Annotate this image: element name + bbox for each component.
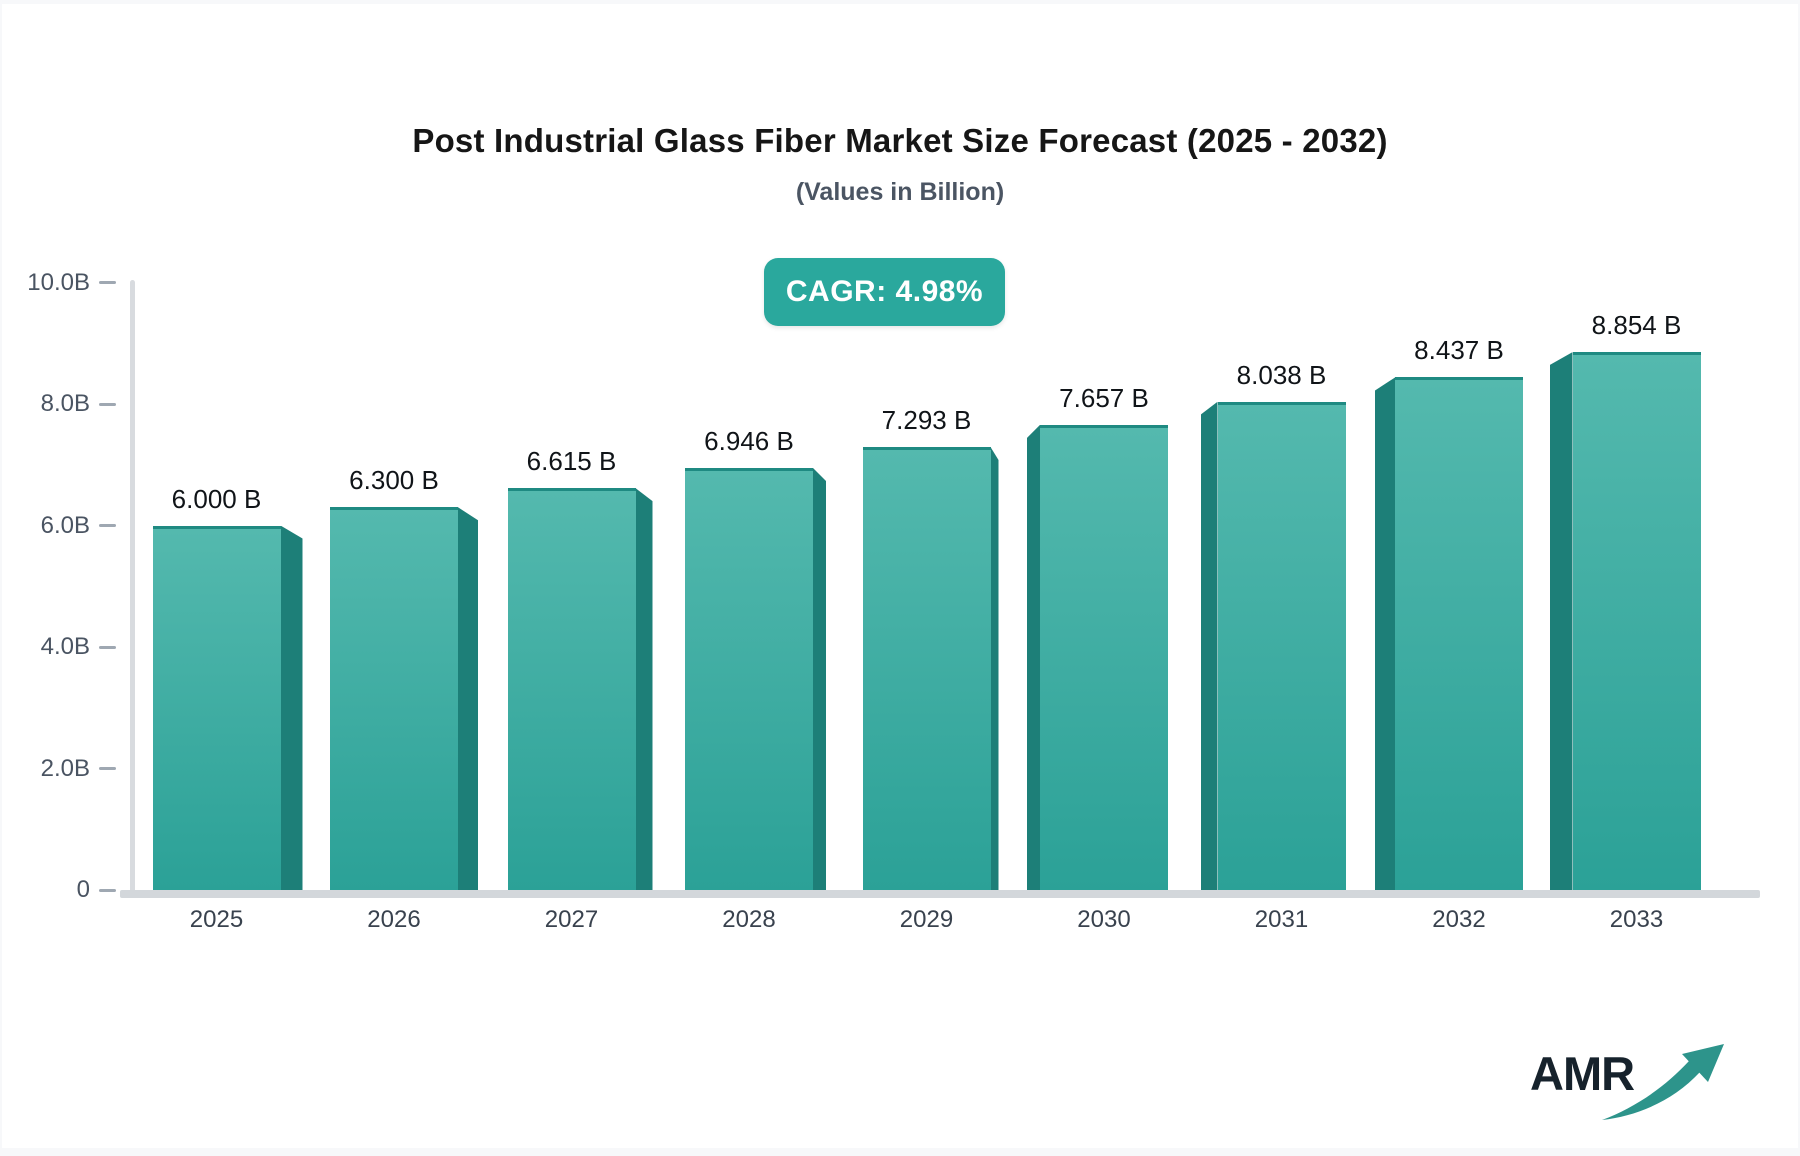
y-axis-line <box>130 280 135 898</box>
y-axis-label: 8.0B <box>40 390 90 417</box>
bar-value-label: 6.946 B <box>704 426 794 457</box>
amr-logo-text: AMR <box>1530 1047 1635 1100</box>
x-axis-label: 2025 <box>189 906 244 933</box>
x-axis-label: 2033 <box>1609 906 1664 933</box>
amr-logo: AMR <box>1530 1040 1730 1126</box>
bar-3d-side <box>1200 401 1218 890</box>
y-axis-tick <box>99 645 116 649</box>
x-axis-line <box>120 890 1760 898</box>
bar-3d-side <box>1027 424 1040 890</box>
bar-3d-side <box>280 525 303 890</box>
bar-value-label: 7.657 B <box>1059 382 1149 413</box>
cagr-badge-label: CAGR: 4.98% <box>785 275 984 308</box>
y-axis-tick <box>99 281 116 284</box>
y-axis-tick <box>99 888 116 892</box>
bar-value-label: 7.293 B <box>881 404 972 435</box>
bar <box>1395 377 1523 890</box>
x-axis-label: 2029 <box>899 906 954 933</box>
y-axis-tick <box>99 524 116 527</box>
bar-3d-side <box>813 468 826 890</box>
y-axis-label: 4.0B <box>40 633 90 660</box>
bar-value-label: 8.038 B <box>1236 359 1327 390</box>
bar <box>1040 424 1168 890</box>
chart-subtitle: (Values in Billion) <box>795 178 1005 206</box>
bar-value-label: 6.000 B <box>171 483 262 514</box>
bar <box>507 488 636 890</box>
bar <box>152 525 281 890</box>
x-axis-label: 2031 <box>1254 906 1309 933</box>
y-axis-tick <box>99 767 116 770</box>
chart-page: Post Industrial Glass Fiber Market Size … <box>2 4 1798 1148</box>
bar-value-label: 6.300 B <box>349 465 439 496</box>
bar-value-label: 8.854 B <box>1591 310 1682 341</box>
x-axis-label: 2032 <box>1432 906 1486 933</box>
x-axis-label: 2027 <box>544 906 599 933</box>
y-axis-label: 6.0B <box>40 511 90 539</box>
bar-value-label: 8.437 B <box>1414 335 1504 366</box>
bar-3d-side <box>1375 377 1395 890</box>
y-axis-label: 0 <box>76 876 90 903</box>
bar-value-label: 6.615 B <box>526 446 617 477</box>
growth-arrow-icon <box>1602 1044 1724 1120</box>
x-axis-label: 2026 <box>367 906 421 933</box>
x-axis-label: 2028 <box>722 906 776 933</box>
bar-3d-side <box>1549 352 1573 890</box>
bar <box>862 446 991 890</box>
cagr-badge: CAGR: 4.98% <box>764 258 1005 326</box>
bar <box>1217 401 1346 890</box>
bar-chart: 0 2.0B 4.0B 6.0B 8.0B 10.0B 6.000 B 2025 6.300 B… <box>2 4 1798 1148</box>
bar-3d-side <box>990 446 999 890</box>
bar-3d-side <box>458 507 478 890</box>
y-axis-label: 2.0B <box>40 754 90 782</box>
chart-title: Post Industrial Glass Fiber Market Size … <box>412 122 1388 159</box>
y-axis-tick <box>99 402 116 406</box>
x-axis-label: 2030 <box>1077 906 1131 933</box>
bar <box>685 468 813 890</box>
bar <box>330 507 458 890</box>
bar-3d-side <box>635 488 653 890</box>
y-axis-label: 10.0B <box>27 268 90 296</box>
bar <box>1572 352 1701 890</box>
